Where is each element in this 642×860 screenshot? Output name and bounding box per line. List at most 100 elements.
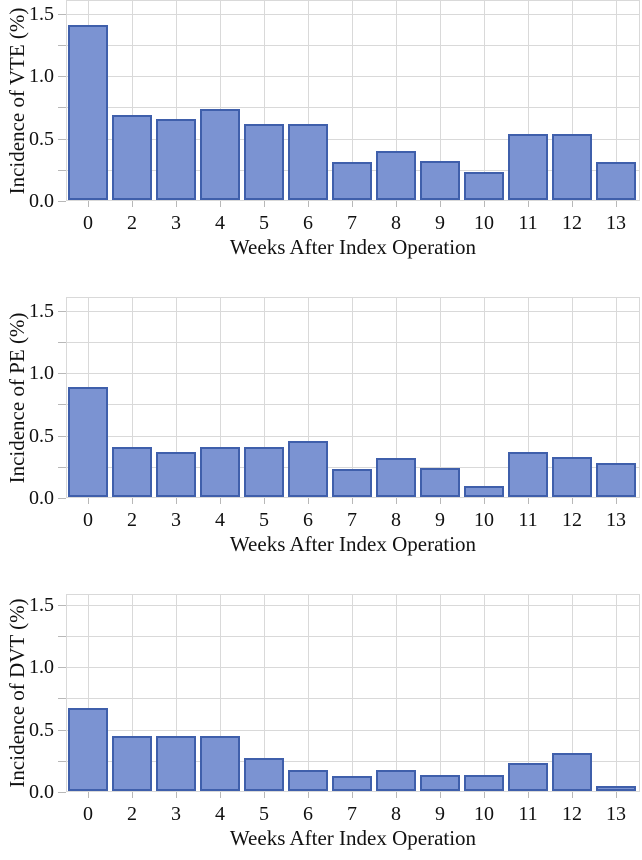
v-gridline bbox=[176, 298, 177, 497]
bar-week-0 bbox=[68, 708, 108, 791]
x-tick-label: 5 bbox=[259, 212, 269, 234]
pe-bar-chart: Incidence of PE (%) Weeks After Index Op… bbox=[0, 287, 642, 574]
h-gridline bbox=[67, 667, 639, 668]
x-tick-mark bbox=[484, 201, 485, 207]
x-tick-label: 0 bbox=[83, 212, 93, 234]
y-tick-label: 1.0 bbox=[29, 362, 54, 384]
h-gridline bbox=[67, 13, 639, 15]
x-tick-label: 4 bbox=[215, 212, 225, 234]
x-tick-mark bbox=[484, 792, 485, 798]
v-gridline bbox=[484, 1, 485, 200]
bar-week-8 bbox=[376, 458, 416, 497]
bar-week-12 bbox=[552, 134, 592, 200]
v-gridline bbox=[308, 1, 309, 200]
y-tick-label: 0.0 bbox=[29, 190, 54, 212]
x-tick-label: 4 bbox=[215, 803, 225, 825]
x-axis-title: Weeks After Index Operation bbox=[229, 826, 477, 850]
v-gridline bbox=[352, 595, 353, 791]
v-gridline bbox=[484, 298, 485, 497]
y-tick-mark bbox=[58, 169, 66, 171]
x-axis-title: Weeks After Index Operation bbox=[229, 235, 477, 259]
y-tick-mark bbox=[58, 760, 66, 762]
h-gridline bbox=[67, 44, 639, 46]
v-gridline bbox=[440, 298, 441, 497]
v-gridline bbox=[132, 1, 133, 200]
x-tick-label: 8 bbox=[391, 803, 401, 825]
x-tick-label: 4 bbox=[215, 509, 225, 531]
x-tick-mark bbox=[396, 792, 397, 798]
x-tick-label: 9 bbox=[435, 803, 445, 825]
x-tick-label: 7 bbox=[347, 509, 357, 531]
bar-week-10 bbox=[464, 172, 504, 200]
bar-week-4 bbox=[200, 447, 240, 497]
y-axis-title: Incidence of DVT (%) bbox=[5, 598, 29, 788]
y-tick-label: 0.0 bbox=[29, 487, 54, 509]
bar-week-10 bbox=[464, 486, 504, 497]
y-tick-mark bbox=[58, 373, 66, 374]
x-tick-mark bbox=[220, 792, 221, 798]
v-gridline bbox=[528, 595, 529, 791]
y-tick-mark bbox=[58, 201, 66, 202]
bar-week-7 bbox=[332, 776, 372, 791]
x-tick-mark bbox=[264, 201, 265, 207]
x-tick-mark bbox=[616, 201, 617, 207]
x-tick-label: 8 bbox=[391, 212, 401, 234]
v-gridline bbox=[616, 595, 617, 791]
x-tick-label: 3 bbox=[171, 212, 181, 234]
x-tick-label: 10 bbox=[474, 509, 494, 531]
v-gridline bbox=[396, 595, 397, 791]
x-tick-mark bbox=[88, 792, 89, 798]
bar-week-3 bbox=[156, 736, 196, 791]
x-tick-mark bbox=[572, 792, 573, 798]
y-axis-title: Incidence of VTE (%) bbox=[5, 7, 29, 194]
bar-week-13 bbox=[596, 162, 636, 200]
bar-week-0 bbox=[68, 25, 108, 200]
y-tick-mark bbox=[58, 76, 66, 77]
bar-week-9 bbox=[420, 161, 460, 200]
bar-week-2 bbox=[112, 447, 152, 497]
y-tick-mark bbox=[58, 404, 66, 406]
x-tick-mark bbox=[528, 201, 529, 207]
y-tick-mark bbox=[58, 466, 66, 468]
v-gridline bbox=[132, 595, 133, 791]
x-tick-mark bbox=[396, 498, 397, 504]
bar-week-6 bbox=[288, 770, 328, 791]
bar-week-4 bbox=[200, 736, 240, 791]
y-tick-mark bbox=[58, 729, 66, 731]
bar-week-5 bbox=[244, 758, 284, 791]
bar-week-8 bbox=[376, 770, 416, 791]
h-gridline bbox=[67, 138, 639, 140]
y-tick-label: 0.5 bbox=[29, 127, 54, 150]
y-tick-mark bbox=[58, 44, 66, 46]
bar-week-2 bbox=[112, 736, 152, 791]
y-tick-mark bbox=[58, 604, 66, 606]
x-tick-mark bbox=[528, 792, 529, 798]
h-gridline bbox=[67, 373, 639, 374]
x-tick-label: 13 bbox=[606, 509, 626, 531]
v-gridline bbox=[264, 1, 265, 200]
v-gridline bbox=[616, 1, 617, 200]
v-gridline bbox=[176, 1, 177, 200]
x-tick-label: 10 bbox=[474, 803, 494, 825]
x-tick-mark bbox=[176, 201, 177, 207]
bar-week-7 bbox=[332, 469, 372, 497]
bar-week-11 bbox=[508, 763, 548, 791]
x-tick-label: 6 bbox=[303, 803, 313, 825]
v-gridline bbox=[264, 595, 265, 791]
x-tick-label: 2 bbox=[127, 803, 137, 825]
x-tick-label: 11 bbox=[518, 212, 538, 234]
x-tick-mark bbox=[440, 201, 441, 207]
dvt-bar-chart: Incidence of DVT (%) Weeks After Index O… bbox=[0, 574, 642, 860]
h-gridline bbox=[67, 435, 639, 437]
vte-bar-chart: Incidence of VTE (%) Weeks After Index O… bbox=[0, 0, 642, 287]
bar-week-11 bbox=[508, 452, 548, 497]
bar-week-13 bbox=[596, 786, 636, 791]
y-tick-label: 1.5 bbox=[29, 299, 54, 322]
plot-area bbox=[66, 594, 640, 792]
bar-week-12 bbox=[552, 457, 592, 497]
x-tick-label: 6 bbox=[303, 212, 313, 234]
bar-week-3 bbox=[156, 452, 196, 497]
x-tick-label: 12 bbox=[562, 509, 582, 531]
v-gridline bbox=[572, 595, 573, 791]
